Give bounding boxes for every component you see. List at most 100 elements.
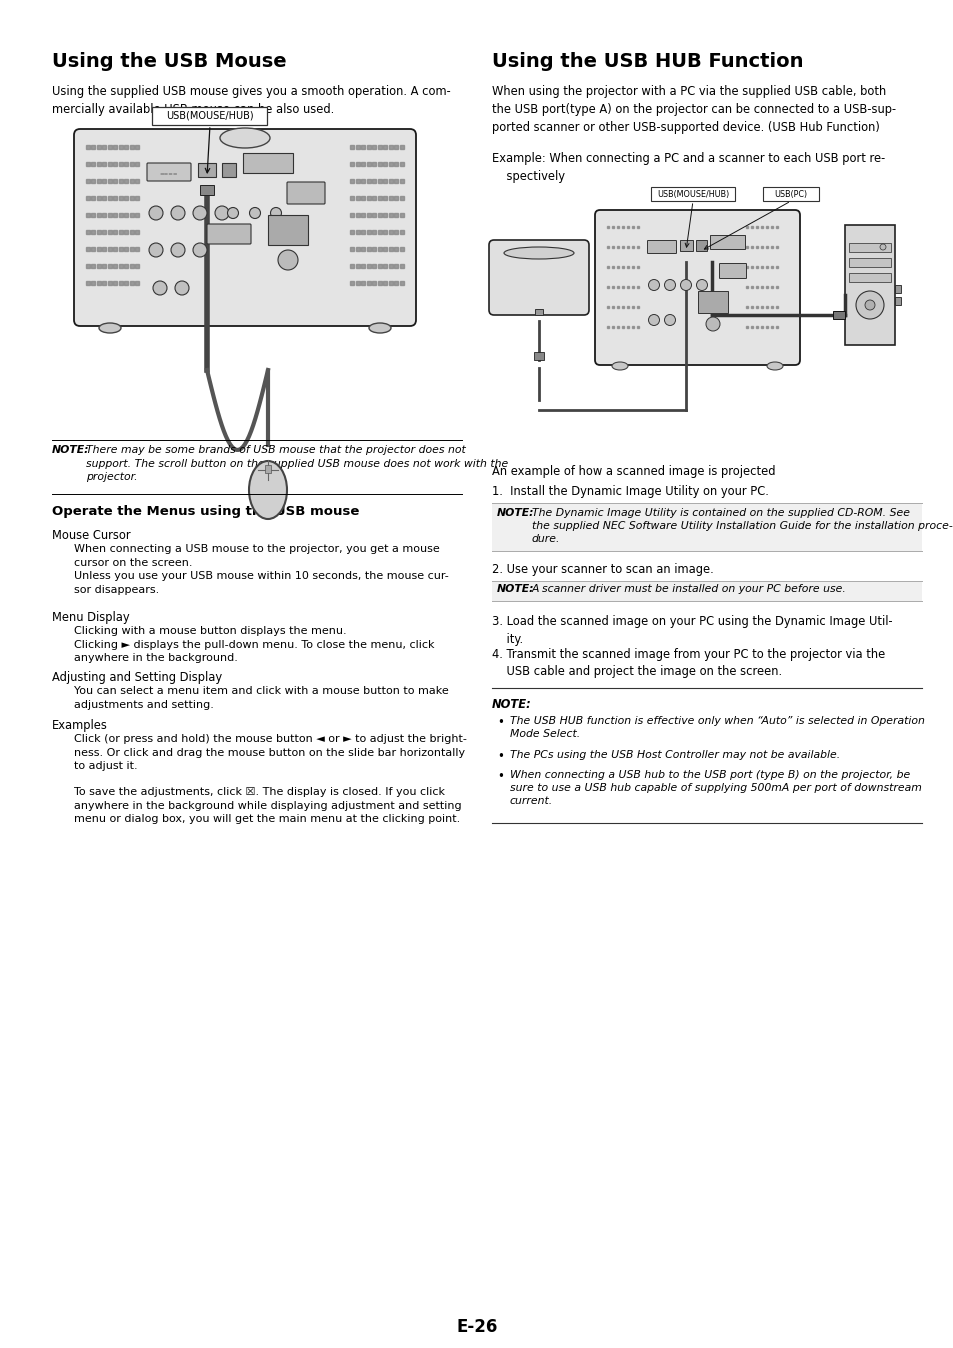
- Circle shape: [705, 317, 720, 332]
- Text: USB(MOUSE/HUB): USB(MOUSE/HUB): [166, 111, 253, 121]
- Text: 3. Load the scanned image on your PC using the Dynamic Image Util-
    ity.: 3. Load the scanned image on your PC usi…: [492, 615, 892, 646]
- Circle shape: [664, 314, 675, 325]
- Circle shape: [696, 279, 707, 291]
- Text: The USB HUB function is effective only when “Auto” is selected in Operation
Mode: The USB HUB function is effective only w…: [510, 716, 923, 739]
- Circle shape: [271, 208, 281, 218]
- Ellipse shape: [249, 461, 287, 519]
- FancyBboxPatch shape: [595, 210, 800, 365]
- Ellipse shape: [99, 324, 121, 333]
- Circle shape: [152, 280, 167, 295]
- Text: Using the USB Mouse: Using the USB Mouse: [52, 53, 286, 71]
- Circle shape: [214, 206, 229, 220]
- Text: 4. Transmit the scanned image from your PC to the projector via the
    USB cabl: 4. Transmit the scanned image from your …: [492, 648, 884, 678]
- FancyBboxPatch shape: [287, 182, 325, 204]
- Bar: [268, 214, 308, 245]
- Ellipse shape: [220, 128, 270, 148]
- Bar: [894, 297, 900, 305]
- Text: To save the adjustments, click ☒. The display is closed. If you click
anywhere i: To save the adjustments, click ☒. The di…: [74, 787, 461, 824]
- Ellipse shape: [612, 363, 627, 369]
- Text: An example of how a scanned image is projected: An example of how a scanned image is pro…: [492, 465, 775, 479]
- Bar: [848, 257, 890, 267]
- Circle shape: [879, 244, 885, 249]
- Circle shape: [174, 280, 189, 295]
- Bar: [492, 503, 921, 551]
- Text: Example: When connecting a PC and a scanner to each USB port re-
    spectively: Example: When connecting a PC and a scan…: [492, 152, 884, 183]
- Text: There may be some brands of USB mouse that the projector does not
support. The s: There may be some brands of USB mouse th…: [86, 445, 508, 483]
- Ellipse shape: [766, 363, 782, 369]
- Circle shape: [679, 279, 691, 291]
- Text: 1.  Install the Dynamic Image Utility on your PC.: 1. Install the Dynamic Image Utility on …: [492, 485, 768, 497]
- Circle shape: [250, 208, 260, 218]
- Text: When connecting a USB mouse to the projector, you get a mouse
cursor on the scre: When connecting a USB mouse to the proje…: [74, 545, 448, 594]
- Ellipse shape: [503, 247, 574, 259]
- Text: Examples: Examples: [52, 718, 108, 732]
- Bar: [698, 291, 727, 313]
- Text: Click (or press and hold) the mouse button ◄ or ► to adjust the bright-
ness. Or: Click (or press and hold) the mouse butt…: [74, 735, 466, 771]
- Bar: [222, 163, 235, 177]
- Text: NOTE:: NOTE:: [492, 698, 531, 710]
- Circle shape: [664, 279, 675, 291]
- FancyBboxPatch shape: [147, 163, 191, 181]
- Bar: [679, 240, 692, 251]
- Circle shape: [149, 206, 163, 220]
- Circle shape: [171, 243, 185, 257]
- Text: Menu Display: Menu Display: [52, 611, 130, 624]
- Circle shape: [277, 249, 297, 270]
- Bar: [535, 309, 542, 315]
- Text: Clicking with a mouse button displays the menu.
Clicking ► displays the pull-dow: Clicking with a mouse button displays th…: [74, 625, 434, 663]
- Text: •: •: [497, 749, 503, 763]
- Circle shape: [648, 279, 659, 291]
- Text: NOTE:: NOTE:: [497, 584, 534, 594]
- Text: NOTE:: NOTE:: [497, 508, 534, 518]
- Bar: [650, 187, 734, 201]
- Text: You can select a menu item and click with a mouse button to make
adjustments and: You can select a menu item and click wit…: [74, 686, 448, 709]
- Bar: [832, 311, 844, 319]
- Text: USB(MOUSE/HUB): USB(MOUSE/HUB): [657, 190, 728, 198]
- Bar: [534, 352, 543, 360]
- Circle shape: [193, 243, 207, 257]
- Circle shape: [149, 243, 163, 257]
- FancyBboxPatch shape: [719, 263, 745, 279]
- Text: •: •: [497, 770, 503, 783]
- Ellipse shape: [369, 324, 391, 333]
- Text: 2. Use your scanner to scan an image.: 2. Use your scanner to scan an image.: [492, 563, 713, 576]
- Circle shape: [193, 206, 207, 220]
- Text: Using the supplied USB mouse gives you a smooth operation. A com-
mercially avai: Using the supplied USB mouse gives you a…: [52, 85, 450, 116]
- Text: E-26: E-26: [456, 1318, 497, 1336]
- Text: Using the USB HUB Function: Using the USB HUB Function: [492, 53, 802, 71]
- Bar: [200, 185, 213, 195]
- Bar: [696, 240, 706, 251]
- Circle shape: [227, 208, 238, 218]
- FancyBboxPatch shape: [207, 224, 251, 244]
- Bar: [848, 274, 890, 282]
- Bar: [709, 235, 744, 249]
- Text: Mouse Cursor: Mouse Cursor: [52, 528, 131, 542]
- Text: The Dynamic Image Utility is contained on the supplied CD-ROM. See
the supplied : The Dynamic Image Utility is contained o…: [532, 508, 952, 545]
- Text: Operate the Menus using the USB mouse: Operate the Menus using the USB mouse: [52, 506, 359, 518]
- Bar: [844, 225, 894, 345]
- Text: The PCs using the USB Host Controller may not be available.: The PCs using the USB Host Controller ma…: [510, 749, 840, 760]
- FancyBboxPatch shape: [647, 240, 676, 253]
- Bar: [762, 187, 818, 201]
- Text: Adjusting and Setting Display: Adjusting and Setting Display: [52, 671, 222, 683]
- Text: USB(PC): USB(PC): [774, 190, 807, 198]
- Bar: [152, 106, 267, 125]
- FancyBboxPatch shape: [489, 240, 588, 315]
- Text: When using the projector with a PC via the supplied USB cable, both
the USB port: When using the projector with a PC via t…: [492, 85, 895, 133]
- Text: NOTE:: NOTE:: [52, 445, 90, 456]
- Bar: [243, 154, 293, 173]
- Bar: [848, 243, 890, 252]
- Circle shape: [648, 314, 659, 325]
- Bar: [265, 465, 271, 473]
- Bar: [198, 163, 215, 177]
- Circle shape: [171, 206, 185, 220]
- FancyBboxPatch shape: [74, 129, 416, 326]
- Text: When connecting a USB hub to the USB port (type B) on the projector, be
sure to : When connecting a USB hub to the USB por…: [510, 770, 921, 806]
- Bar: [894, 284, 900, 293]
- Text: •: •: [497, 716, 503, 729]
- Bar: [492, 581, 921, 601]
- Text: ====: ====: [159, 173, 178, 177]
- Circle shape: [864, 301, 874, 310]
- Circle shape: [855, 291, 883, 319]
- Text: A scanner driver must be installed on your PC before use.: A scanner driver must be installed on yo…: [532, 584, 846, 594]
